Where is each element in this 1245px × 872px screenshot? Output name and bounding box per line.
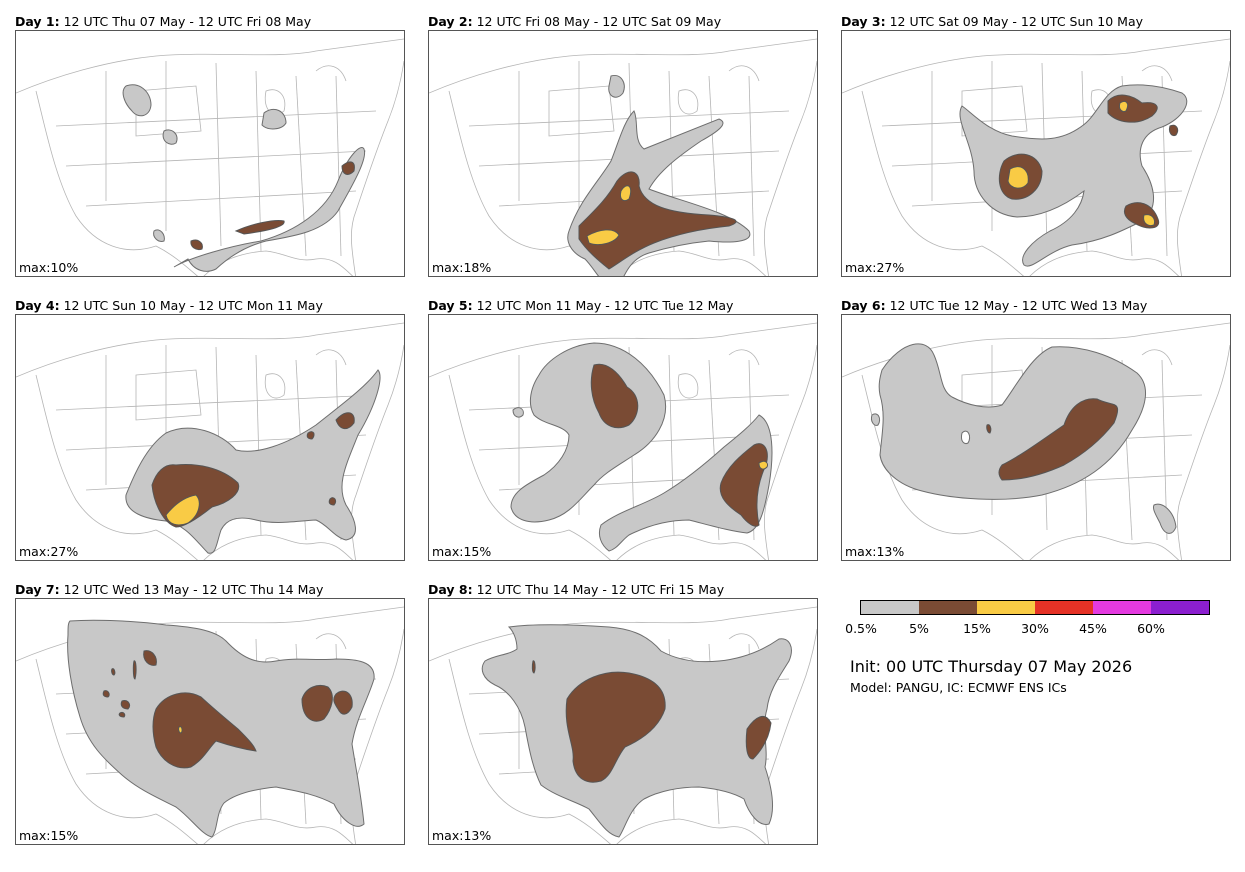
map-svg — [16, 38, 404, 276]
max-label: max:15% — [432, 544, 492, 559]
color-swatch-4 — [1035, 601, 1093, 614]
prob-contours — [481, 624, 792, 838]
map-day-7: max:15% — [15, 598, 405, 845]
prob-contours — [510, 342, 773, 552]
colorbar-tick: 15% — [963, 621, 991, 636]
panel-title: Day 1: 12 UTC Thu 07 May - 12 UTC Fri 08… — [15, 14, 312, 29]
map-svg — [842, 322, 1230, 560]
model-info-text: Model: PANGU, IC: ECMWF ENS ICs — [850, 680, 1067, 695]
panel-title: Day 5: 12 UTC Mon 11 May - 12 UTC Tue 12… — [428, 298, 734, 313]
prob-contours — [122, 84, 366, 272]
max-label: max:13% — [845, 544, 905, 559]
max-label: max:27% — [19, 544, 79, 559]
prob-contours — [125, 369, 381, 554]
max-label: max:27% — [845, 260, 905, 275]
max-label: max:13% — [432, 828, 492, 843]
panel-title: Day 2: 12 UTC Fri 08 May - 12 UTC Sat 09… — [428, 14, 722, 29]
colorbar-tick: 0.5% — [845, 621, 877, 636]
map-day-6: max:13% — [841, 314, 1231, 561]
max-label: max:15% — [19, 828, 79, 843]
prob-contours — [567, 74, 751, 276]
panel-title: Day 6: 12 UTC Tue 12 May - 12 UTC Wed 13… — [841, 298, 1148, 313]
map-day-4: max:27% — [15, 314, 405, 561]
map-svg — [16, 322, 404, 560]
map-svg — [429, 606, 817, 844]
prob-contours — [871, 343, 1177, 534]
panel-title: Day 7: 12 UTC Wed 13 May - 12 UTC Thu 14… — [15, 582, 324, 597]
panel-title: Day 4: 12 UTC Sun 10 May - 12 UTC Mon 11… — [15, 298, 323, 313]
map-svg — [16, 606, 404, 844]
colorbar-tick: 45% — [1079, 621, 1107, 636]
map-svg — [429, 38, 817, 276]
map-svg — [429, 322, 817, 560]
max-label: max:10% — [19, 260, 79, 275]
color-swatch-1 — [861, 601, 919, 614]
map-day-1: max:10% — [15, 30, 405, 277]
colorbar-tick: 60% — [1137, 621, 1165, 636]
panel-title: Day 3: 12 UTC Sat 09 May - 12 UTC Sun 10… — [841, 14, 1143, 29]
colorbar-tick: 5% — [909, 621, 929, 636]
max-label: max:18% — [432, 260, 492, 275]
colorbar-tick: 30% — [1021, 621, 1049, 636]
color-swatch-5 — [1093, 601, 1151, 614]
map-svg — [842, 38, 1230, 276]
color-swatch-2 — [919, 601, 977, 614]
colorbar — [860, 600, 1210, 615]
prob-contours — [959, 84, 1188, 267]
init-time-text: Init: 00 UTC Thursday 07 May 2026 — [850, 657, 1133, 676]
prob-contours — [67, 619, 375, 838]
map-day-3: max:27% — [841, 30, 1231, 277]
map-day-2: max:18% — [428, 30, 818, 277]
color-swatch-6 — [1151, 601, 1209, 614]
map-day-8: max:13% — [428, 598, 818, 845]
map-day-5: max:15% — [428, 314, 818, 561]
color-swatch-3 — [977, 601, 1035, 614]
panel-title: Day 8: 12 UTC Thu 14 May - 12 UTC Fri 15… — [428, 582, 725, 597]
